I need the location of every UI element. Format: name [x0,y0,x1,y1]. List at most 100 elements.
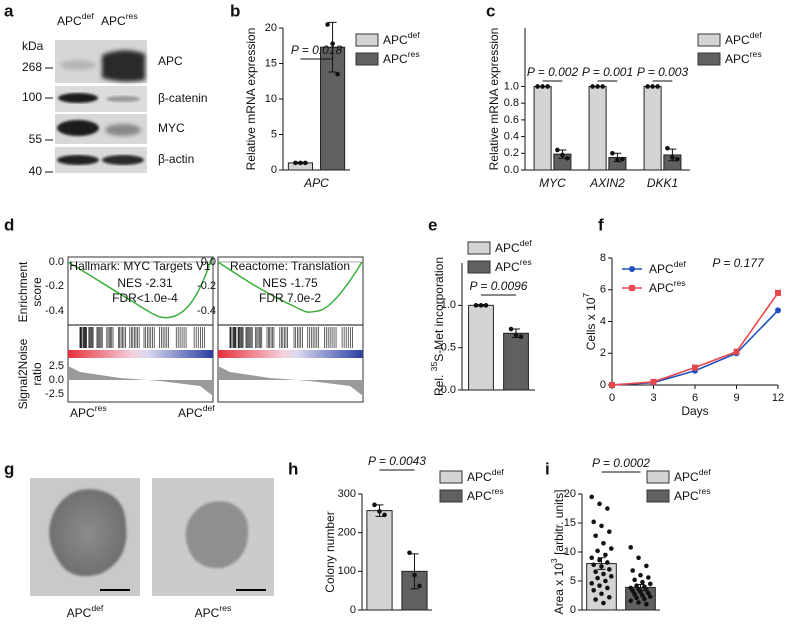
annotation: P = 0.177 [712,256,765,270]
legend-label: APCdef [467,467,504,484]
bar [468,304,494,391]
data-point [646,575,651,580]
gsea-x-label: APCdef [178,403,215,420]
data-point [508,326,514,332]
data-point [589,581,595,586]
data-point [597,583,602,588]
data-point [607,529,612,534]
data-point [597,501,602,507]
band [105,124,141,136]
y-axis-label-part: Cells x 10 [584,297,598,350]
legend-swatch [697,33,721,47]
protein-label: β-actin [158,152,194,166]
organoid [185,501,249,569]
gsea-x-label-part: def [203,403,216,413]
snr-tick: -2.5 [45,388,64,400]
data-point [632,577,637,583]
data-point [478,303,484,308]
y-tick-label: 200 [338,527,356,539]
protein-label: β-catenin [158,91,208,105]
gsea-frame [217,256,364,403]
y-tick-label: 8 [600,252,606,264]
gsea-x-label-part: res [95,403,107,413]
data-point [605,506,610,511]
legend-label: APCdef [495,238,532,255]
point [733,348,740,355]
data-point [615,157,620,163]
legend-label-part: res [492,486,504,496]
data-point [647,581,653,587]
band [60,60,96,70]
legend-label-part: def [492,467,505,477]
point [650,378,657,385]
y-axis-label-part: Rel. [432,371,446,396]
y-tick-label: 0.2 [504,147,519,159]
data-point [535,84,540,89]
y-axis-label-part: 3 [549,558,559,563]
data-point [407,550,412,556]
y-tick-label: 0.0 [441,384,456,396]
legend-label: APCres [467,486,504,503]
data-point [636,555,641,561]
data-point [650,84,655,89]
gsea-x-label-part: APC [70,406,95,420]
legend-swatch [355,52,379,66]
data-point [590,84,595,89]
x-tick-label: DKK1 [647,176,678,190]
data-point [599,523,604,529]
panel-label: h [288,459,298,478]
protein-label: APC [158,54,183,68]
x-tick-label: MYC [539,176,566,190]
legend-label: APCdef [383,30,420,47]
data-point [645,84,650,89]
snr-tick: 0.0 [49,374,64,386]
p-value: P = 0.002 [527,65,579,79]
legend-label-part: def [408,30,421,40]
p-value: P = 0.001 [582,65,633,79]
y-tick-label: 1.0 [441,299,456,311]
point [692,364,698,371]
data-point [330,41,335,46]
rank-bar [218,350,363,358]
x-tick-label: 3 [650,392,656,404]
y-axis-label-part: [arbitr. units] [552,490,566,559]
data-point [630,588,635,594]
data-point [591,519,596,525]
data-point [599,591,604,597]
data-point [513,332,519,338]
band [102,155,144,165]
micrograph-label-part: def [91,603,104,613]
es-curve [67,257,213,319]
legend-label-part: res [750,49,762,59]
y-axis-label-part: 7 [581,293,591,298]
data-point [298,160,303,166]
point [775,289,781,296]
rank-bar [68,350,213,358]
legend-label-part: APC [467,470,492,484]
data-point [646,590,651,596]
legend-label-part: APC [725,33,750,47]
data-point [560,152,565,158]
x-axis-label: Days [681,404,708,418]
data-point [670,155,675,160]
panel-label: e [428,215,437,234]
point [609,382,615,388]
y-tick-label: 2 [600,347,606,359]
gsea-title: Hallmark: MYC Targets V1 [69,259,210,273]
data-point [545,84,550,89]
es-tick: -0.4 [197,305,216,317]
data-point [630,568,635,573]
marker-label: 100 [22,90,42,104]
gsea-x-label: APCres [70,403,107,420]
data-point [636,600,641,605]
data-point [640,593,645,598]
y-axis-label-part: Area x 10 [552,563,566,615]
legend-label-part: res [408,49,420,59]
data-point [665,145,670,151]
snr-tick: 2.5 [49,360,64,372]
x-tick-label: 0 [609,392,615,404]
y-tick-label: 5 [271,128,277,140]
band [57,120,99,136]
es-tick: 0.0 [49,256,64,268]
legend-marker [629,266,635,272]
